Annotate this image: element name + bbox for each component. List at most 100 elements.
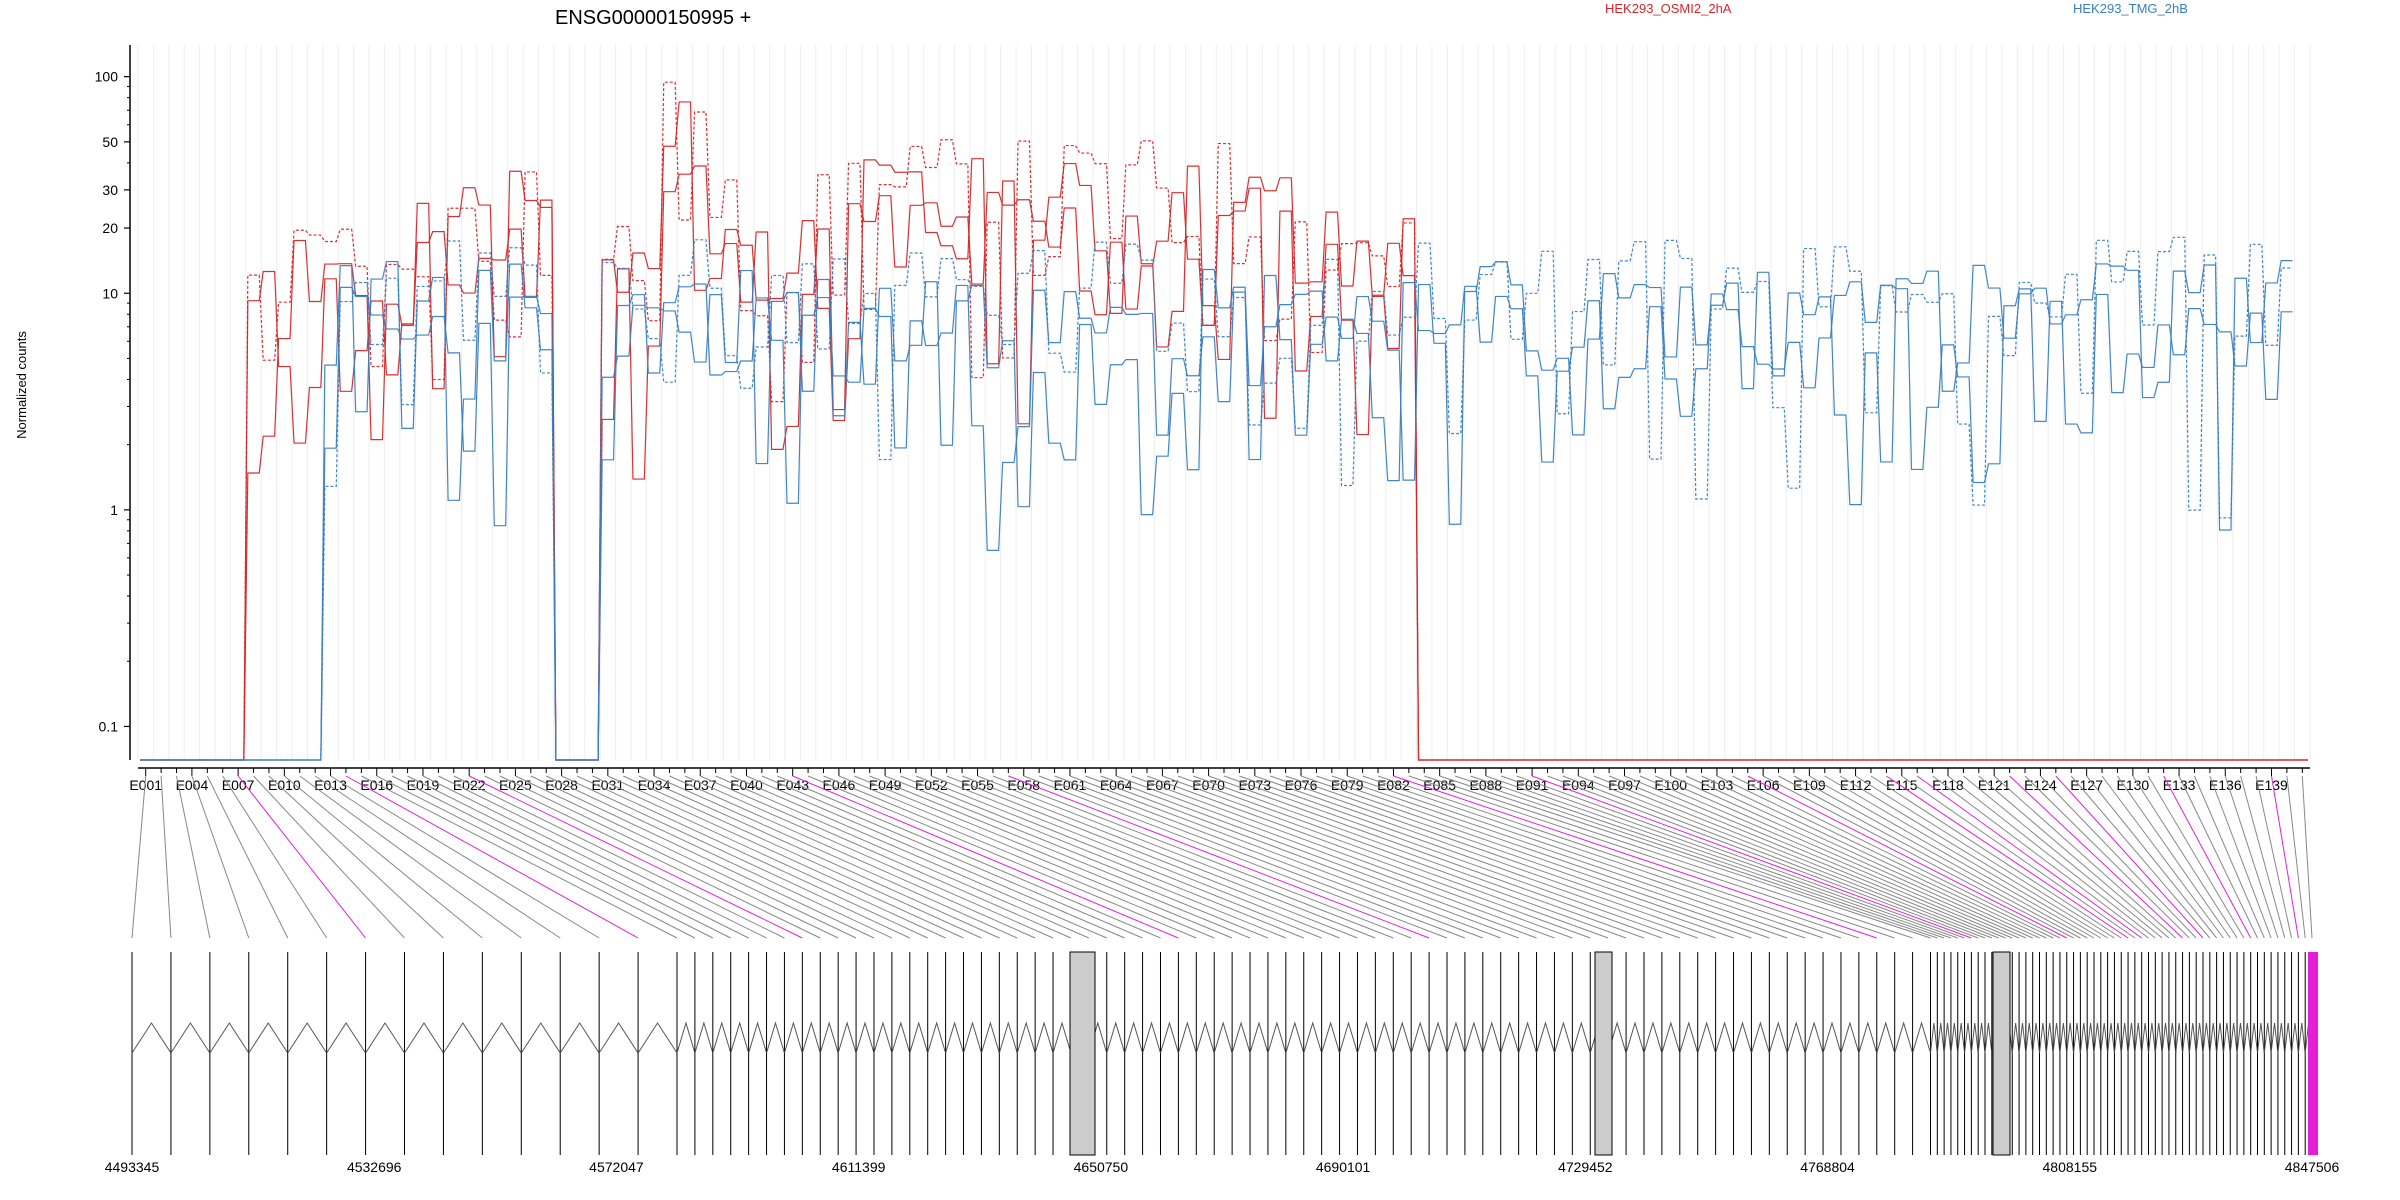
- y-tick-label: 50: [102, 134, 118, 150]
- intron-line: [909, 1021, 929, 1054]
- x-tick-label: E016: [360, 777, 393, 793]
- intron-line: [1930, 1022, 1938, 1054]
- exon-connector: [1932, 775, 2149, 939]
- x-tick-label: E067: [1146, 777, 1179, 793]
- exon-connector: [2040, 775, 2197, 939]
- intron-line: [1518, 1021, 1538, 1054]
- intron-line: [1964, 1022, 1972, 1054]
- intron-line: [1661, 1021, 1681, 1054]
- intron-line: [1482, 1021, 1502, 1054]
- intron-line: [1195, 1021, 1215, 1054]
- intron-line: [1213, 1021, 1233, 1054]
- intron-line: [2093, 1022, 2102, 1054]
- x-tick-label: E001: [129, 777, 162, 793]
- intron-line: [1876, 1021, 1896, 1054]
- y-tick-label: 100: [95, 69, 119, 85]
- exon-connector: [900, 775, 1304, 939]
- intron-line: [2086, 1022, 2095, 1054]
- intron-line: [1804, 1021, 1824, 1054]
- exon-connector: [1624, 775, 2013, 939]
- exon-connector: [484, 775, 821, 939]
- exon-connector: [1562, 775, 1986, 939]
- intron-line: [1750, 1021, 1770, 1054]
- intron-line: [945, 1021, 964, 1054]
- intron-line: [1034, 1021, 1054, 1054]
- series-line: [140, 281, 2293, 761]
- intron-line: [2100, 1022, 2109, 1054]
- intron-line: [326, 1022, 366, 1054]
- x-tick-label: E019: [407, 777, 440, 793]
- exon-connector: [992, 775, 1412, 939]
- exon-connector: [1208, 775, 1663, 939]
- exon-connector: [515, 775, 857, 939]
- exon-connector: [854, 775, 1251, 939]
- intron-line: [1446, 1021, 1466, 1054]
- exon-connector: [1547, 775, 1979, 939]
- intron-line: [855, 1021, 875, 1054]
- intron-line: [2229, 1022, 2238, 1054]
- intron-line: [2222, 1022, 2231, 1054]
- intron-line: [2113, 1022, 2122, 1054]
- intron-line: [2243, 1022, 2252, 1054]
- exon-connector: [1300, 775, 1770, 939]
- intron-line: [1571, 1021, 1591, 1054]
- intron-line: [1786, 1021, 1806, 1054]
- exon-connector: [376, 775, 696, 939]
- intron-line: [1643, 1021, 1663, 1054]
- exon-connector: [1870, 775, 2122, 939]
- intron-line: [712, 1021, 732, 1054]
- intron-line: [676, 1021, 696, 1054]
- exon-connector: [2270, 775, 2299, 939]
- exon-connector: [1793, 775, 2088, 939]
- exon-connector: [684, 775, 1054, 939]
- exon-connector: [1177, 775, 1627, 939]
- x-tick-label: E046: [823, 777, 856, 793]
- x-tick-label: E055: [961, 777, 994, 793]
- exon-connector: [2009, 775, 2183, 939]
- genomic-tick-label: 4532696: [347, 1159, 402, 1175]
- intron-line: [1977, 1022, 1986, 1054]
- exon-connector: [653, 775, 1018, 939]
- intron-line: [1231, 1021, 1251, 1054]
- x-tick-label: E034: [638, 777, 671, 793]
- exon-connector: [915, 775, 1322, 939]
- y-axis: 0.1 1 10 20 30 50 100: [95, 45, 131, 760]
- exon-connector: [2024, 775, 2190, 939]
- y-tick-label: 30: [102, 182, 118, 198]
- exon-connector: [1193, 775, 1645, 939]
- exon-connector: [1023, 775, 1448, 939]
- intron-line: [1625, 1021, 1645, 1054]
- exon-connector: [330, 775, 600, 939]
- intron-line: [1500, 1021, 1520, 1054]
- intron-line: [2182, 1022, 2190, 1054]
- intron-line: [2250, 1022, 2258, 1054]
- intron-line: [730, 1021, 750, 1054]
- x-tick-label: E070: [1192, 777, 1225, 793]
- exon-connector: [2224, 775, 2279, 939]
- intron-line: [1970, 1022, 1979, 1054]
- exon-connector: [1146, 775, 1591, 939]
- intron-line: [2168, 1022, 2177, 1054]
- exon-connector: [1608, 775, 2006, 939]
- x-tick-label: E127: [2070, 777, 2103, 793]
- intron-line: [2025, 1022, 2034, 1054]
- genomic-tick-label: 4768804: [1800, 1159, 1855, 1175]
- intron-line: [1912, 1021, 1931, 1054]
- intron-line: [1553, 1021, 1573, 1054]
- exon-connector: [730, 775, 1107, 939]
- exon-block: [1594, 951, 1613, 1156]
- intron-line: [2052, 1022, 2061, 1054]
- intron-line: [2059, 1022, 2068, 1054]
- exon-connector: [176, 775, 211, 939]
- exon-connector: [1331, 775, 1806, 939]
- intron-line: [1943, 1022, 1952, 1054]
- intron-line: [2188, 1022, 2197, 1054]
- genomic-axis: 4493345 4532696 4572047 4611399 4650750 46901…: [105, 1159, 2340, 1175]
- exon-connector: [715, 775, 1090, 939]
- intron-line: [2236, 1022, 2245, 1054]
- intron-line: [2079, 1022, 2088, 1054]
- intron-line: [2107, 1022, 2115, 1054]
- intron-line: [559, 1022, 600, 1054]
- intron-line: [1840, 1021, 1860, 1054]
- x-tick-label: E007: [222, 777, 255, 793]
